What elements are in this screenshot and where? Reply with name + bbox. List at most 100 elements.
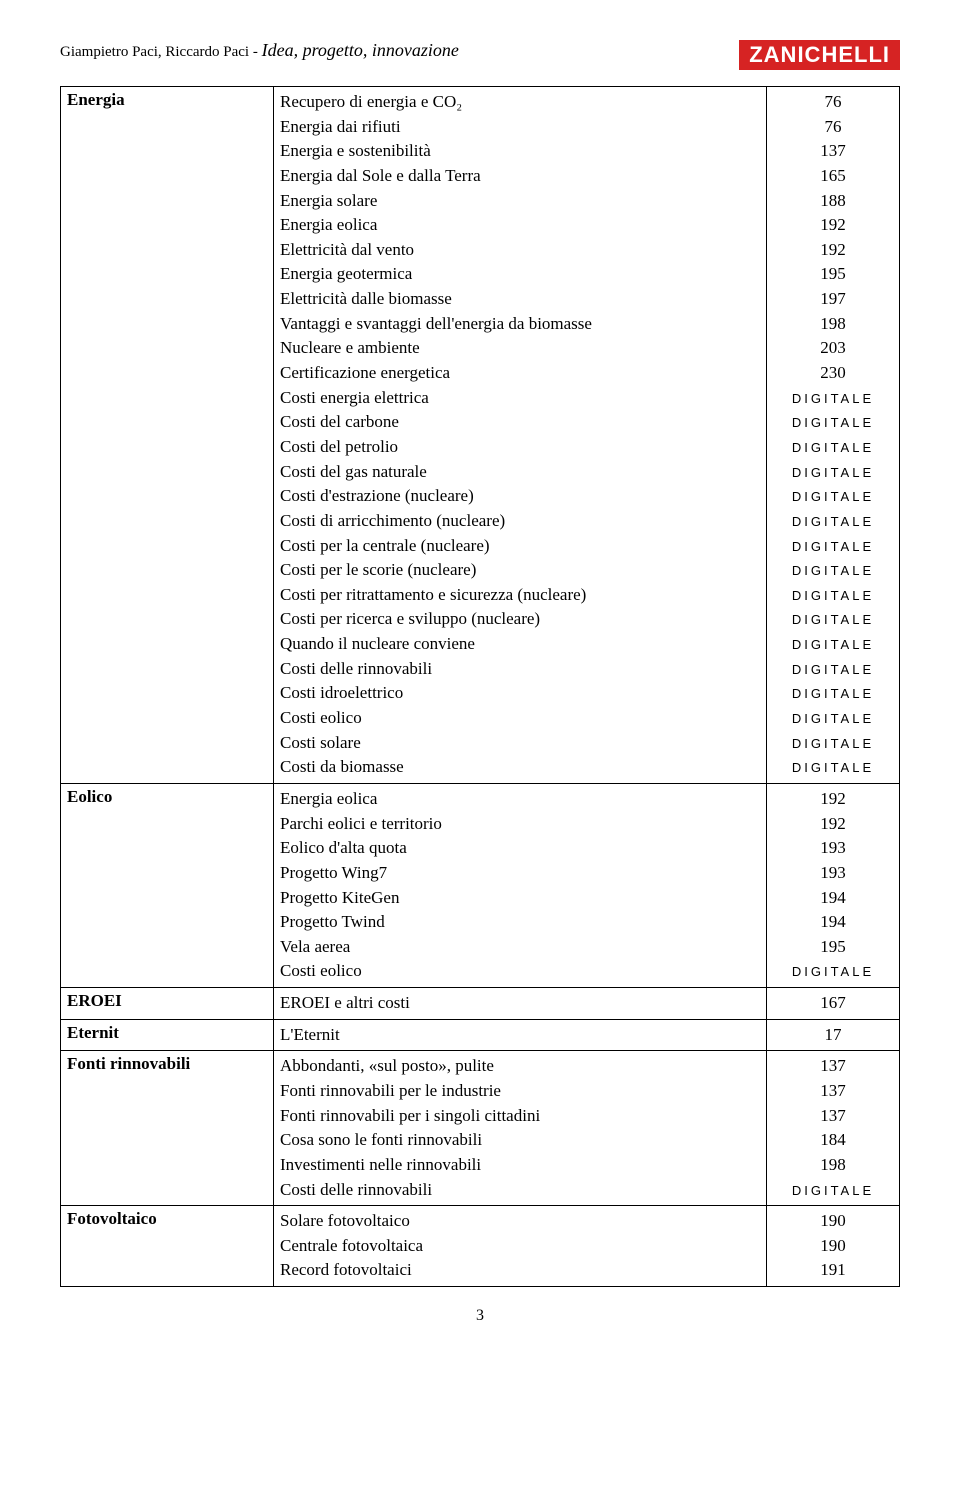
- value-line: DIGITALE: [773, 657, 893, 682]
- value-line: DIGITALE: [773, 534, 893, 559]
- value-line: 195: [773, 262, 893, 287]
- desc-cell: Solare fotovoltaicoCentrale fotovoltaica…: [274, 1206, 767, 1287]
- value-line: 230: [773, 361, 893, 386]
- digitale-label: DIGITALE: [792, 588, 874, 603]
- desc-line: Fonti rinnovabili per i singoli cittadin…: [280, 1104, 760, 1129]
- page-header: Giampietro Paci, Riccardo Paci - Idea, p…: [60, 40, 900, 70]
- desc-cell: Energia eolicaParchi eolici e territorio…: [274, 783, 767, 987]
- desc-line: Energia geotermica: [280, 262, 760, 287]
- desc-line: Centrale fotovoltaica: [280, 1234, 760, 1259]
- digitale-label: DIGITALE: [792, 489, 874, 504]
- value-cell: 167: [767, 988, 900, 1020]
- value-line: 192: [773, 213, 893, 238]
- value-line: 137: [773, 1079, 893, 1104]
- value-line: DIGITALE: [773, 706, 893, 731]
- term-cell: Fonti rinnovabili: [61, 1051, 274, 1206]
- desc-line: Eolico d'alta quota: [280, 836, 760, 861]
- desc-line: Quando il nucleare conviene: [280, 632, 760, 657]
- publisher-badge: ZANICHELLI: [739, 40, 900, 70]
- value-line: DIGITALE: [773, 1178, 893, 1203]
- value-line: 191: [773, 1258, 893, 1283]
- value-line: 184: [773, 1128, 893, 1153]
- desc-line: Certificazione energetica: [280, 361, 760, 386]
- digitale-label: DIGITALE: [792, 662, 874, 677]
- desc-line: Costi da biomasse: [280, 755, 760, 780]
- desc-line: Costi del gas naturale: [280, 460, 760, 485]
- desc-line: Costi del petrolio: [280, 435, 760, 460]
- authors: Giampietro Paci, Riccardo Paci: [60, 44, 249, 60]
- digitale-label: DIGITALE: [792, 711, 874, 726]
- value-line: 190: [773, 1234, 893, 1259]
- digitale-label: DIGITALE: [792, 637, 874, 652]
- digitale-label: DIGITALE: [792, 465, 874, 480]
- desc-line: Elettricità dalle biomasse: [280, 287, 760, 312]
- value-cell: 190190191: [767, 1206, 900, 1287]
- desc-cell: Recupero di energia e CO₂Energia dai rif…: [274, 87, 767, 784]
- digitale-label: DIGITALE: [792, 760, 874, 775]
- separator: -: [253, 44, 262, 60]
- desc-line: Energia solare: [280, 189, 760, 214]
- desc-line: Costi per ritrattamento e sicurezza (nuc…: [280, 583, 760, 608]
- desc-line: Costi solare: [280, 731, 760, 756]
- value-line: DIGITALE: [773, 755, 893, 780]
- digitale-label: DIGITALE: [792, 563, 874, 578]
- value-line: DIGITALE: [773, 632, 893, 657]
- value-line: 198: [773, 312, 893, 337]
- desc-line: Energia eolica: [280, 213, 760, 238]
- value-line: 198: [773, 1153, 893, 1178]
- value-line: 197: [773, 287, 893, 312]
- digitale-label: DIGITALE: [792, 686, 874, 701]
- digitale-label: DIGITALE: [792, 391, 874, 406]
- desc-line: Costi del carbone: [280, 410, 760, 435]
- desc-line: Costi energia elettrica: [280, 386, 760, 411]
- desc-line: Energia eolica: [280, 787, 760, 812]
- digitale-label: DIGITALE: [792, 440, 874, 455]
- value-line: DIGITALE: [773, 435, 893, 460]
- value-line: DIGITALE: [773, 959, 893, 984]
- desc-line: Nucleare e ambiente: [280, 336, 760, 361]
- index-table: EnergiaRecupero di energia e CO₂Energia …: [60, 86, 900, 1287]
- value-line: 192: [773, 787, 893, 812]
- term-cell: Eolico: [61, 783, 274, 987]
- value-line: 76: [773, 115, 893, 140]
- value-cell: 7676137165188192192195197198203230DIGITA…: [767, 87, 900, 784]
- desc-line: Elettricità dal vento: [280, 238, 760, 263]
- desc-cell: L'Eternit: [274, 1019, 767, 1051]
- value-line: 188: [773, 189, 893, 214]
- value-line: DIGITALE: [773, 410, 893, 435]
- desc-line: EROEI e altri costi: [280, 991, 760, 1016]
- desc-line: Costi di arricchimento (nucleare): [280, 509, 760, 534]
- term-cell: Fotovoltaico: [61, 1206, 274, 1287]
- value-line: 195: [773, 935, 893, 960]
- value-line: 165: [773, 164, 893, 189]
- desc-cell: Abbondanti, «sul posto», puliteFonti rin…: [274, 1051, 767, 1206]
- page-number: 3: [60, 1307, 900, 1325]
- desc-line: Energia e sostenibilità: [280, 139, 760, 164]
- value-line: 192: [773, 238, 893, 263]
- value-line: 194: [773, 910, 893, 935]
- desc-line: Recupero di energia e CO₂: [280, 90, 760, 115]
- value-line: 76: [773, 90, 893, 115]
- header-left: Giampietro Paci, Riccardo Paci - Idea, p…: [60, 40, 459, 61]
- value-line: DIGITALE: [773, 607, 893, 632]
- value-line: 194: [773, 886, 893, 911]
- desc-line: Costi delle rinnovabili: [280, 657, 760, 682]
- value-line: 193: [773, 861, 893, 886]
- value-cell: 17: [767, 1019, 900, 1051]
- desc-line: L'Eternit: [280, 1023, 760, 1048]
- value-line: DIGITALE: [773, 386, 893, 411]
- desc-line: Parchi eolici e territorio: [280, 812, 760, 837]
- desc-line: Vantaggi e svantaggi dell'energia da bio…: [280, 312, 760, 337]
- desc-line: Costi per le scorie (nucleare): [280, 558, 760, 583]
- desc-line: Fonti rinnovabili per le industrie: [280, 1079, 760, 1104]
- value-line: DIGITALE: [773, 558, 893, 583]
- desc-line: Costi d'estrazione (nucleare): [280, 484, 760, 509]
- desc-line: Progetto Wing7: [280, 861, 760, 886]
- desc-line: Cosa sono le fonti rinnovabili: [280, 1128, 760, 1153]
- desc-line: Costi eolico: [280, 706, 760, 731]
- term-cell: Energia: [61, 87, 274, 784]
- value-line: DIGITALE: [773, 681, 893, 706]
- desc-line: Costi eolico: [280, 959, 760, 984]
- digitale-label: DIGITALE: [792, 415, 874, 430]
- value-line: 192: [773, 812, 893, 837]
